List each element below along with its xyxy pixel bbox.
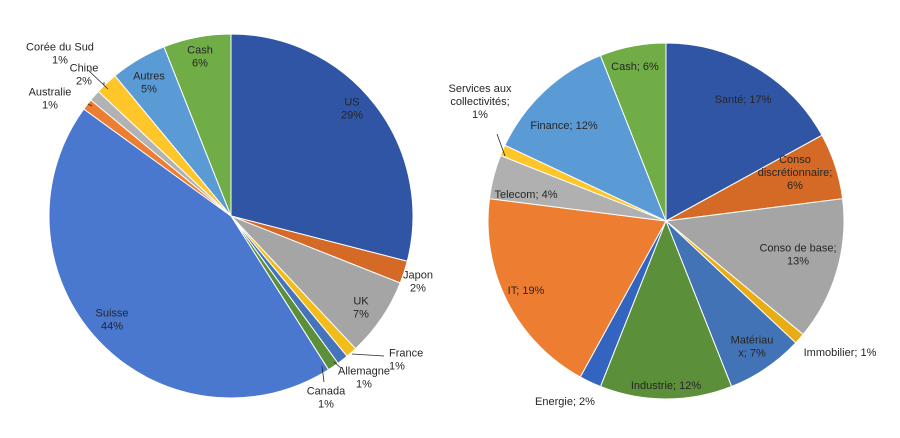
- leader-line-services-aux-collectivites: [496, 133, 506, 157]
- data-label-immobilier: Immobilier; 1%: [804, 347, 877, 359]
- leader-line-allemagne: [333, 361, 342, 369]
- leader-line-coree-du-sud: [87, 69, 109, 90]
- pie-chart-2: Santé; 17% Conso discrétionnaire; 6% Conso d…: [449, 42, 877, 408]
- data-label-allemagne: Allemagne 1%: [338, 366, 390, 391]
- data-label-france: France 1%: [389, 348, 423, 373]
- pie-slice-conso-de-base: [664, 198, 845, 336]
- data-label-us: US 29%: [341, 97, 363, 122]
- data-label-chine: Chine 2%: [70, 63, 99, 88]
- data-label-industrie: Industrie; 12%: [631, 380, 702, 392]
- pie-slice-finance: [504, 54, 667, 222]
- data-label-materiaux: Matériau x; 7%: [731, 335, 774, 360]
- pie-slice-industrie: [599, 219, 733, 400]
- pie-chart-1: US 29% Japon 2% UK 7% France 1%Allemagne 1%Canad…: [26, 33, 433, 411]
- data-label-autres: Autres 5%: [133, 71, 165, 96]
- data-label-japon: Japon 2%: [403, 270, 433, 295]
- data-label-it: IT; 19%: [508, 285, 545, 297]
- data-label-uk: UK 7%: [353, 296, 369, 321]
- data-label-services-aux-collectivites: Services aux collectivités; 1%: [449, 83, 512, 121]
- pie-slice-suisse: [48, 108, 330, 399]
- data-label-coree-du-sud: Corée du Sud 1%: [26, 42, 94, 67]
- data-label-cash: Cash; 6%: [611, 61, 659, 73]
- leader-line-australie: [87, 103, 93, 107]
- data-label-cash: Cash 6%: [187, 45, 213, 70]
- pie-slice-us: [230, 33, 414, 262]
- leader-line-france: [351, 353, 385, 357]
- data-label-suisse: Suisse 44%: [95, 308, 128, 333]
- pie-slice-cash: [163, 33, 232, 217]
- data-label-finance: Finance; 12%: [530, 120, 597, 132]
- data-label-sante: Santé; 17%: [715, 94, 772, 106]
- leader-line-canada: [321, 365, 325, 383]
- pie-slice-it: [487, 198, 667, 378]
- data-label-energie: Energie; 2%: [535, 396, 595, 408]
- pie-slice-sante: [665, 42, 823, 222]
- data-label-australie: Australie 1%: [29, 87, 72, 112]
- data-label-telecom: Telecom; 4%: [495, 189, 558, 201]
- pie-slice-cash: [599, 42, 667, 222]
- data-label-canada: Canada 1%: [307, 386, 346, 411]
- data-label-conso-de-base: Conso de base; 13%: [759, 243, 836, 268]
- data-label-conso-discretionnaire: Conso discrétionnaire; 6%: [758, 154, 833, 192]
